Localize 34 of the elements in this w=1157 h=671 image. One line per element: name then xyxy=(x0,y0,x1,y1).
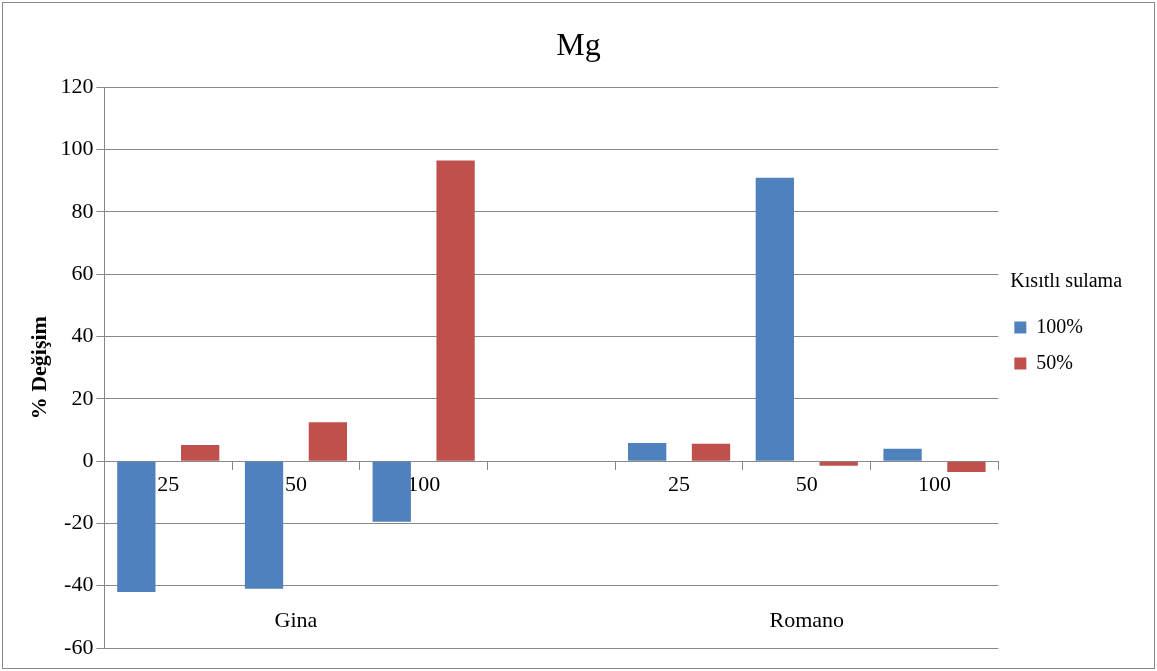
bar xyxy=(372,461,411,522)
y-tick-label: -20 xyxy=(64,509,94,535)
bar xyxy=(947,461,986,473)
bar xyxy=(883,448,922,461)
legend-title: Kısıtlı sulama xyxy=(1010,268,1123,291)
annotation: Gina xyxy=(274,606,318,632)
x-tick-label: 50 xyxy=(284,471,307,497)
y-axis-title: % Değişim xyxy=(25,316,51,420)
bar xyxy=(308,422,348,461)
x-tick-label: 100 xyxy=(917,471,951,497)
y-tick-label: 80 xyxy=(71,197,94,223)
bar xyxy=(436,160,475,461)
bar xyxy=(691,443,731,461)
chart-title: Mg xyxy=(556,25,601,62)
legend-label: 100% xyxy=(1036,314,1084,337)
annotation: Romano xyxy=(769,606,845,632)
y-tick-label: 0 xyxy=(82,446,94,472)
bar xyxy=(244,461,284,589)
bar xyxy=(181,444,220,461)
y-tick-label: 120 xyxy=(60,73,94,99)
y-tick-label: 20 xyxy=(71,384,94,410)
x-tick-label: 25 xyxy=(668,471,691,497)
y-tick-label: 60 xyxy=(71,260,94,286)
bar xyxy=(627,443,667,461)
bar xyxy=(755,177,795,461)
y-tick-label: 100 xyxy=(60,135,94,161)
x-tick-label: 50 xyxy=(795,471,818,497)
y-tick-label: -60 xyxy=(64,633,94,659)
bar xyxy=(819,461,858,466)
x-tick-label: 25 xyxy=(157,471,180,497)
bar xyxy=(117,461,156,592)
legend-label: 50% xyxy=(1036,350,1074,373)
y-tick-label: 40 xyxy=(71,322,94,348)
y-tick-label: -40 xyxy=(64,571,94,597)
